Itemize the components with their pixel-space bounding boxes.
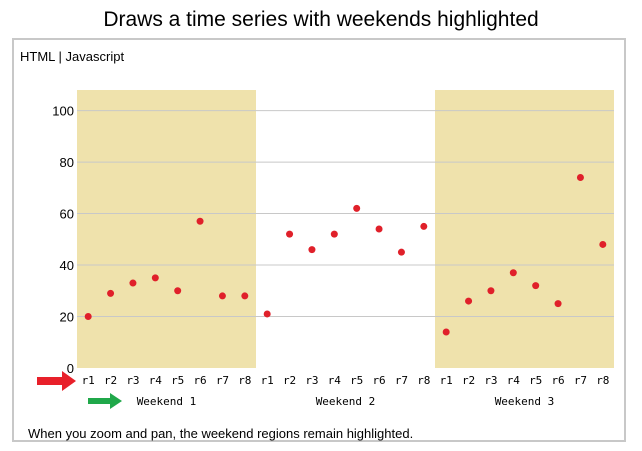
x-category-label: r1: [82, 374, 95, 387]
y-tick-label: 0: [67, 361, 74, 376]
x-category-label: r8: [596, 374, 609, 387]
data-point: [375, 225, 383, 233]
page-title: Draws a time series with weekends highli…: [103, 8, 539, 31]
x-category-label: r1: [261, 374, 274, 387]
x-group-label: Weekend 3: [495, 395, 555, 408]
y-tick-label: 80: [60, 155, 74, 170]
data-point: [84, 313, 92, 321]
x-category-label: r4: [149, 374, 163, 387]
x-category-label: r3: [484, 374, 497, 387]
footer-note: When you zoom and pan, the weekend regio…: [28, 426, 414, 441]
weekend-band: [77, 90, 256, 368]
x-category-label: r5: [529, 374, 542, 387]
x-category-label: r2: [104, 374, 117, 387]
group-axis-arrow-icon: [88, 393, 122, 409]
x-category-label: r3: [126, 374, 139, 387]
data-point: [263, 310, 271, 318]
data-point: [442, 328, 450, 336]
data-point: [129, 279, 137, 287]
x-category-label: r5: [171, 374, 184, 387]
x-category-label: r1: [440, 374, 453, 387]
data-point: [196, 217, 204, 225]
y-tick-label: 100: [52, 104, 74, 119]
data-point: [420, 222, 428, 230]
data-point: [241, 292, 249, 300]
y-tick-label: 60: [60, 207, 74, 222]
data-point: [151, 274, 159, 282]
data-point: [465, 297, 473, 305]
x-category-label: r3: [305, 374, 318, 387]
data-point: [397, 248, 405, 256]
data-point: [487, 287, 495, 295]
x-category-label: r6: [372, 374, 385, 387]
data-point: [308, 246, 316, 254]
x-category-label: r2: [283, 374, 296, 387]
x-category-label: r7: [216, 374, 229, 387]
data-point: [286, 230, 294, 238]
data-point: [509, 269, 517, 277]
x-category-label: r8: [417, 374, 430, 387]
tab-bar: HTML | Javascript: [20, 49, 124, 64]
data-point: [353, 204, 361, 212]
x-category-label: r2: [462, 374, 475, 387]
data-point: [554, 300, 562, 308]
data-point: [174, 287, 182, 295]
data-point: [532, 282, 540, 290]
tab-separator: |: [58, 49, 62, 64]
data-point: [107, 289, 115, 297]
tab-html[interactable]: HTML: [20, 49, 55, 64]
data-point: [576, 174, 584, 182]
weekend-band: [435, 90, 614, 368]
data-point: [599, 240, 607, 248]
x-category-label: r6: [193, 374, 206, 387]
x-category-label: r7: [574, 374, 587, 387]
y-tick-label: 20: [60, 310, 74, 325]
x-category-label: r6: [551, 374, 564, 387]
data-point: [330, 230, 338, 238]
x-category-label: r8: [238, 374, 251, 387]
category-axis-arrow-icon: [37, 371, 76, 391]
x-category-label: r4: [507, 374, 521, 387]
tab-javascript[interactable]: Javascript: [65, 49, 125, 64]
data-point: [218, 292, 226, 300]
y-tick-label: 40: [60, 258, 74, 273]
x-group-label: Weekend 1: [137, 395, 197, 408]
x-group-label: Weekend 2: [316, 395, 376, 408]
x-category-label: r7: [395, 374, 408, 387]
x-category-label: r5: [350, 374, 363, 387]
x-category-label: r4: [328, 374, 342, 387]
